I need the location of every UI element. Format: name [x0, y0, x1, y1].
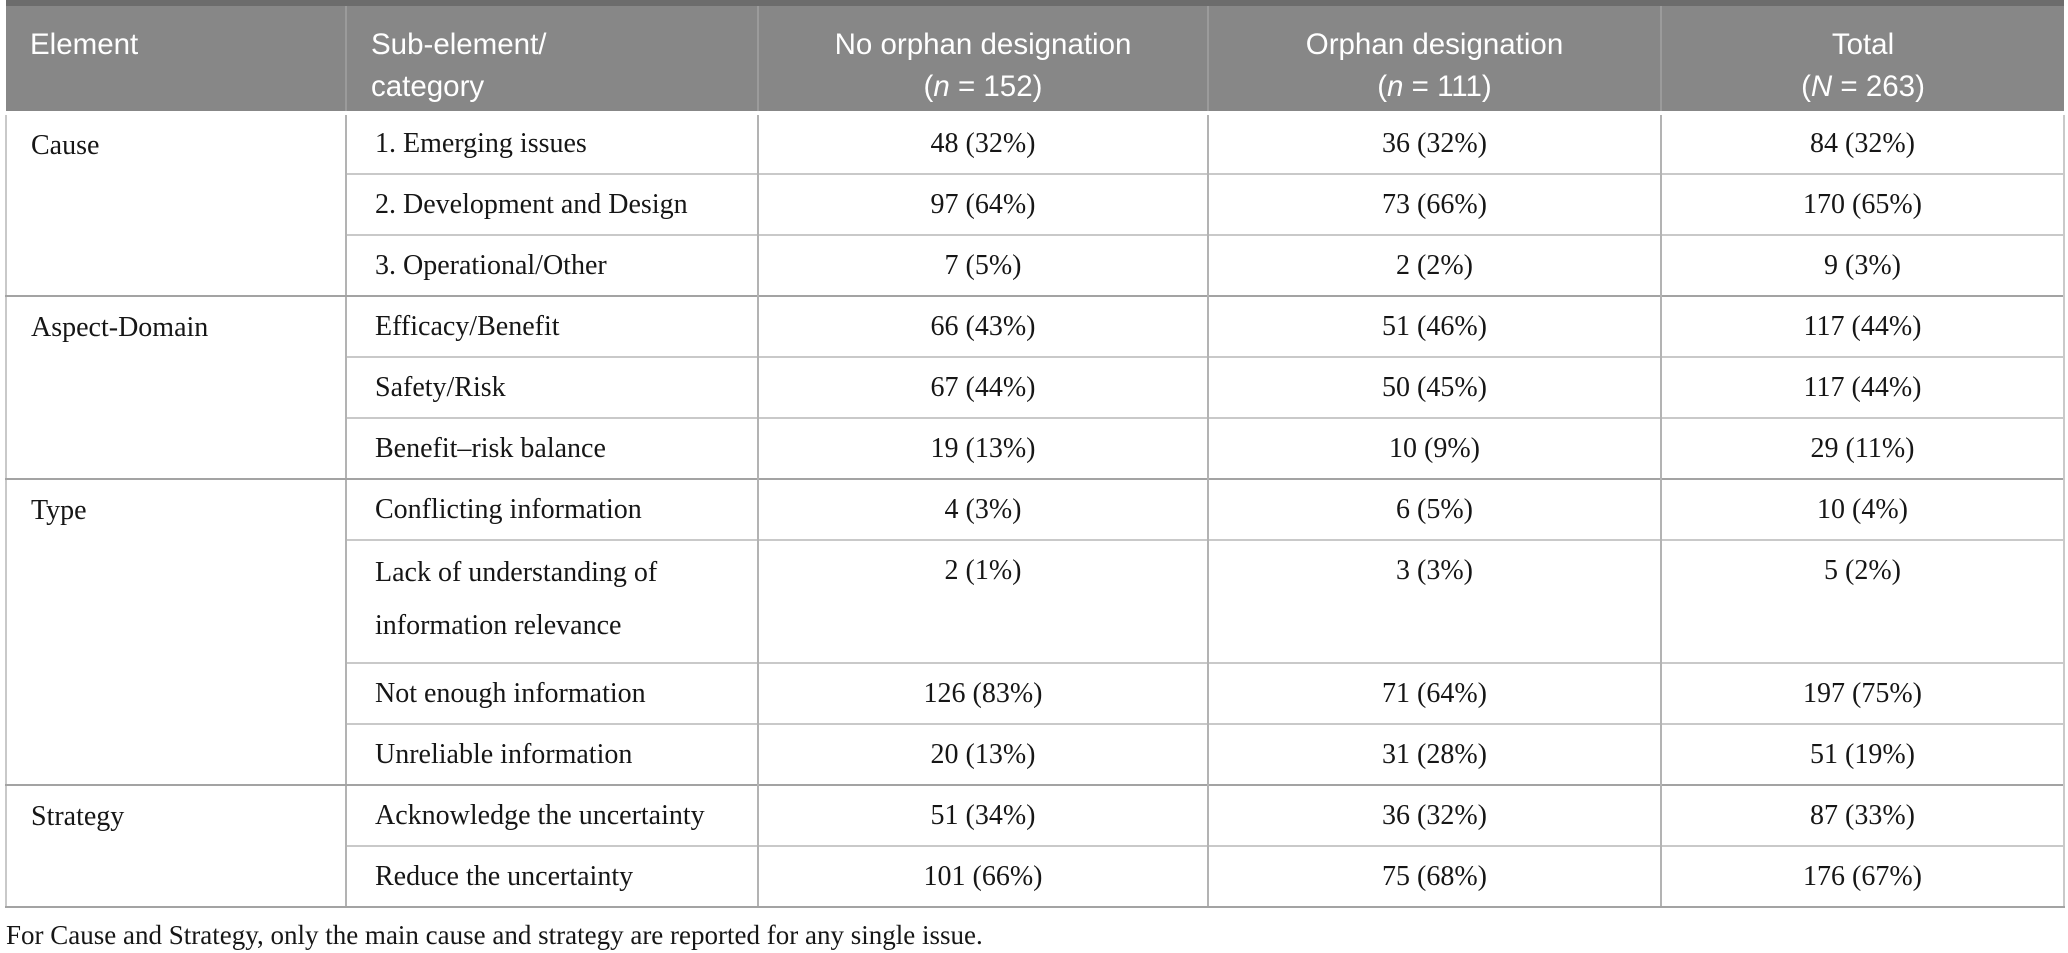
table-row: Not enough information 126 (83%) 71 (64%) 1… — [6, 662, 2065, 724]
table-body: Cause 1. Emerging issues 48 (32%) 36 (32%) 8… — [5, 113, 2065, 908]
no-orphan-value-cell: 2 (1%) — [757, 539, 1208, 663]
element-cell: Cause — [5, 113, 346, 297]
orphan-value-cell: 75 (68%) — [1207, 845, 1661, 908]
orphan-value-cell: 36 (32%) — [1207, 113, 1661, 174]
table-row: Strategy Acknowledge the uncertainty 51 (3… — [5, 784, 2065, 908]
orphan-value-cell: 31 (28%) — [1207, 723, 1661, 785]
orphan-value-cell: 10 (9%) — [1207, 417, 1661, 479]
total-value-cell: 117 (44%) — [1660, 356, 2065, 418]
no-orphan-value-cell: 19 (13%) — [757, 417, 1208, 479]
no-orphan-value-cell: 48 (32%) — [757, 113, 1208, 174]
header-text: ( — [1801, 69, 1811, 103]
header-text: Element — [30, 28, 139, 61]
header-text: Total — [1831, 28, 1895, 61]
header-text: = 111) — [1403, 69, 1492, 103]
orphan-value-cell: 51 (46%) — [1207, 295, 1661, 357]
category-cell: Not enough information — [345, 662, 758, 724]
table-row: Lack of understanding of information rel… — [6, 539, 2065, 663]
table-row: Type Conflicting information 4 (3%) 6 (5%) 1… — [5, 478, 2065, 786]
table-row: Safety/Risk 67 (44%) 50 (45%) 117 (44%) — [6, 356, 2065, 418]
no-orphan-value-cell: 67 (44%) — [757, 356, 1208, 418]
no-orphan-value-cell: 126 (83%) — [757, 662, 1208, 724]
no-orphan-value-cell: 97 (64%) — [757, 173, 1208, 235]
no-orphan-value-cell: 4 (3%) — [757, 478, 1208, 540]
orphan-value-cell: 50 (45%) — [1207, 356, 1661, 418]
category-cell: Efficacy/Benefit — [345, 295, 758, 357]
category-cell: 3. Operational/Other — [345, 234, 758, 296]
table-row: Cause 1. Emerging issues 48 (32%) 36 (32%) 8… — [5, 113, 2065, 297]
no-orphan-value-cell: 66 (43%) — [757, 295, 1208, 357]
header-italic-symbol: n — [933, 69, 950, 103]
category-cell: Acknowledge the uncertainty — [345, 784, 758, 846]
header-text: ( — [923, 69, 934, 103]
total-value-cell: 10 (4%) — [1660, 478, 2065, 540]
table-footnote: For Cause and Strategy, only the main ca… — [6, 920, 983, 950]
table-header: Element Sub-element/category No orphan des… — [6, 0, 2064, 115]
orphan-value-cell: 36 (32%) — [1207, 784, 1661, 846]
header-italic-symbol: N — [1810, 69, 1833, 103]
category-cell: Lack of understanding of information rel… — [345, 539, 758, 663]
table-row: Benefit–risk balance 19 (13%) 10 (9%) 29 (1… — [6, 417, 2065, 479]
column-header-orphan-designation: Orphan designation (n = 111) — [1207, 0, 1661, 115]
table-row: 3. Operational/Other 7 (5%) 2 (2%) 9 (3%) — [6, 234, 2065, 296]
no-orphan-value-cell: 101 (66%) — [757, 845, 1208, 908]
column-header-total: Total (N = 263) — [1660, 0, 2064, 115]
category-cell: Benefit–risk balance — [345, 417, 758, 479]
total-value-cell: 5 (2%) — [1660, 539, 2065, 663]
header-italic-symbol: n — [1387, 69, 1404, 103]
column-header-no-orphan-designation: No orphan designation (n = 152) — [757, 0, 1208, 115]
table-row: 2. Development and Design 97 (64%) 73 (66%… — [6, 173, 2065, 235]
column-header-sub-element-category: Sub-element/category — [345, 0, 758, 115]
header-text: Orphan designation — [1305, 28, 1564, 61]
no-orphan-value-cell: 20 (13%) — [757, 723, 1208, 785]
table-row: Reduce the uncertainty 101 (66%) 75 (68%) 1… — [6, 845, 2065, 908]
summary-table: Element Sub-element/category No orphan des… — [5, 0, 2065, 908]
category-cell: 1. Emerging issues — [345, 113, 758, 174]
total-value-cell: 84 (32%) — [1660, 113, 2065, 174]
column-header-element: Element — [6, 0, 346, 115]
total-value-cell: 117 (44%) — [1660, 295, 2065, 357]
header-row: Element Sub-element/category No orphan des… — [6, 0, 2064, 115]
orphan-value-cell: 3 (3%) — [1207, 539, 1661, 663]
header-text: Sub-element/ — [371, 28, 547, 61]
total-value-cell: 87 (33%) — [1660, 784, 2065, 846]
category-cell: Safety/Risk — [345, 356, 758, 418]
total-value-cell: 197 (75%) — [1660, 662, 2065, 724]
header-text: category — [371, 69, 485, 103]
header-text: ( — [1377, 69, 1388, 103]
header-text: No orphan designation — [834, 28, 1132, 61]
category-cell: Conflicting information — [345, 478, 758, 540]
category-cell: Unreliable information — [345, 723, 758, 785]
no-orphan-value-cell: 7 (5%) — [757, 234, 1208, 296]
category-cell: Reduce the uncertainty — [345, 845, 758, 908]
category-cell: 2. Development and Design — [345, 173, 758, 235]
element-cell: Strategy — [5, 784, 346, 908]
element-cell: Aspect-Domain — [5, 295, 346, 480]
table-row: Aspect-Domain Efficacy/Benefit 66 (43%) 51 … — [5, 295, 2065, 480]
no-orphan-value-cell: 51 (34%) — [757, 784, 1208, 846]
orphan-value-cell: 2 (2%) — [1207, 234, 1661, 296]
total-value-cell: 170 (65%) — [1660, 173, 2065, 235]
orphan-value-cell: 6 (5%) — [1207, 478, 1661, 540]
header-text: = 263) — [1832, 69, 1925, 103]
total-value-cell: 176 (67%) — [1660, 845, 2065, 908]
total-value-cell: 9 (3%) — [1660, 234, 2065, 296]
element-cell: Type — [5, 478, 346, 786]
total-value-cell: 29 (11%) — [1660, 417, 2065, 479]
orphan-value-cell: 73 (66%) — [1207, 173, 1661, 235]
orphan-value-cell: 71 (64%) — [1207, 662, 1661, 724]
total-value-cell: 51 (19%) — [1660, 723, 2065, 785]
table-row: Unreliable information 20 (13%) 31 (28%) 51… — [6, 723, 2065, 785]
header-text: = 152) — [949, 69, 1043, 103]
